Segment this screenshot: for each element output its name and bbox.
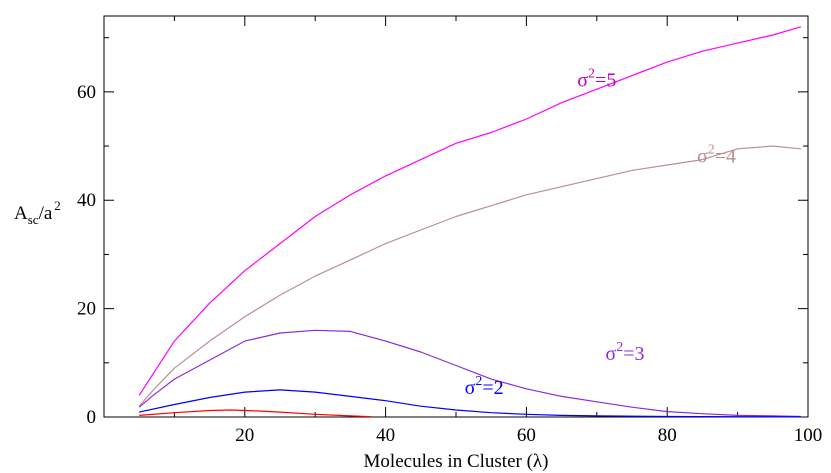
- x-tick-label: 20: [235, 425, 254, 446]
- series-annotation-4: σ2=2: [465, 374, 504, 399]
- x-tick-label: 60: [517, 425, 536, 446]
- y-axis-label-sup: 2: [54, 198, 61, 213]
- series-line-3: [138, 329, 802, 418]
- y-tick-label: 0: [87, 407, 97, 428]
- y-axis-label-sub: sc: [28, 212, 39, 227]
- axis-ticks: 20 40 60 80 100 0 20 40 60: [77, 16, 822, 446]
- y-tick-label: 20: [77, 299, 96, 320]
- series-annotation-1: σ2=5: [577, 66, 616, 91]
- series-line-1: [138, 26, 802, 396]
- series-lines: [138, 26, 802, 418]
- x-axis-label: Molecules in Cluster (λ): [364, 451, 549, 472]
- y-tick-label: 40: [77, 190, 96, 211]
- series-line-4: [139, 389, 802, 418]
- y-tick-label: 60: [77, 82, 96, 103]
- x-tick-label: 40: [376, 425, 395, 446]
- x-tick-label: 80: [658, 425, 677, 446]
- y-axis-label-main: A: [14, 203, 28, 224]
- series-annotation-3: σ2=3: [605, 340, 644, 365]
- series-line-2: [138, 145, 802, 407]
- series-annotation-2: σ2=4: [697, 142, 736, 167]
- series-annotations: σ2=5 σ2=4 σ2=3 σ2=2: [465, 66, 736, 399]
- x-tick-label: 100: [794, 425, 823, 446]
- y-axis-label-rest: /a: [39, 203, 53, 224]
- series-line-5: [139, 409, 372, 418]
- y-axis-label: Asc/a 2: [14, 198, 61, 227]
